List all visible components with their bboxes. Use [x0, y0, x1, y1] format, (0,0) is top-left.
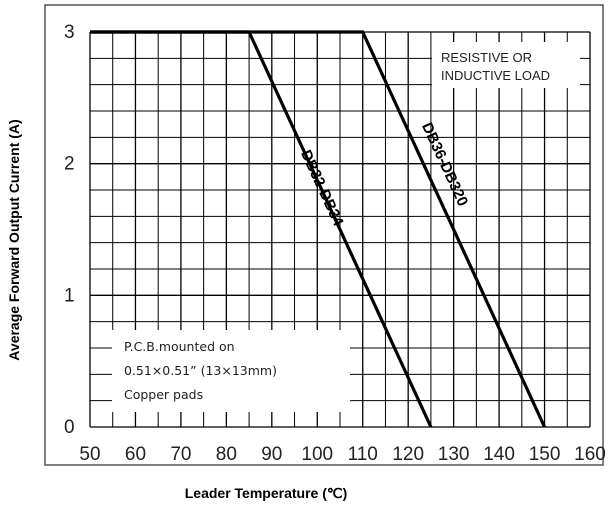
load-note-line-2: INDUCTIVE LOAD [441, 68, 550, 83]
x-tick-label: 160 [574, 444, 606, 465]
x-tick-label: 110 [348, 444, 378, 465]
x-tick-label: 80 [216, 444, 237, 465]
pcb-note-line-1: P.C.B.mounted on [124, 339, 235, 354]
y-tick-label: 2 [64, 154, 75, 175]
x-tick-label: 90 [261, 444, 282, 465]
y-tick-label: 3 [64, 22, 75, 43]
series-line-2 [90, 30, 546, 428]
y-axis-title: Average Forward Output Current (A) [6, 119, 22, 360]
x-tick-label: 70 [170, 444, 191, 465]
y-tick-label: 0 [64, 417, 75, 438]
y-tick-label: 1 [64, 285, 75, 306]
pcb-note-line-3: Copper pads [124, 387, 203, 402]
x-tick-label: 50 [79, 444, 100, 465]
x-tick-label: 130 [438, 444, 470, 465]
x-tick-label: 150 [529, 444, 561, 465]
load-note-line-1: RESISTIVE OR [441, 50, 532, 65]
pcb-note-line-2: 0.51×0.51” (13×13mm) [124, 363, 277, 378]
load-note-box [432, 42, 580, 88]
tick-labels: 50 60 70 80 90 100 110 120 130 140 150 160 0 1 2 3 [64, 22, 606, 465]
x-tick-label: 140 [483, 444, 515, 465]
x-tick-label: 60 [125, 444, 146, 465]
x-tick-label: 100 [301, 444, 333, 465]
pcb-note-box [112, 330, 350, 412]
series-lines [90, 30, 546, 428]
x-axis-title: Leader Temperature (℃) [185, 485, 348, 501]
x-tick-label: 120 [392, 444, 424, 465]
